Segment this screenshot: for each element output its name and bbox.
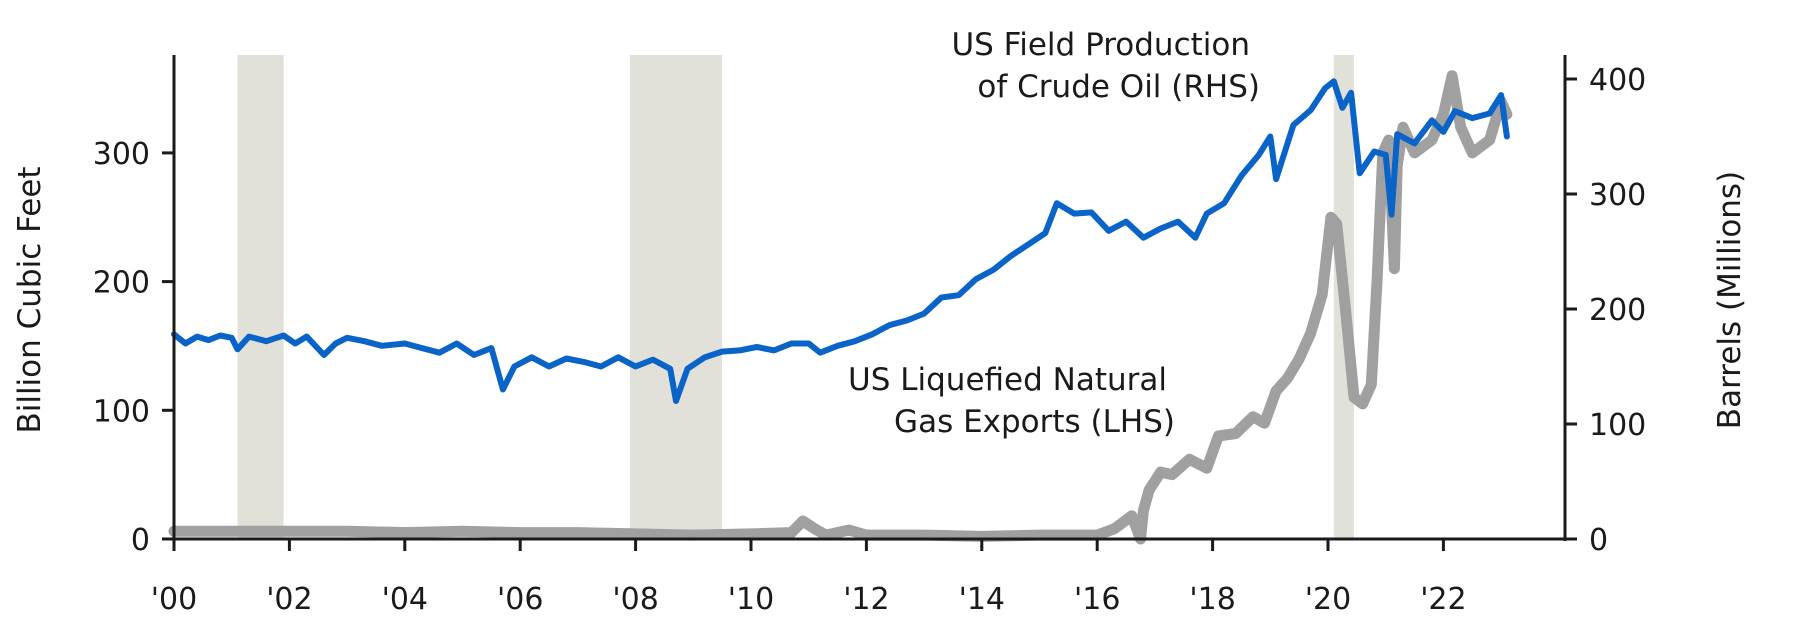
x-tick-label: '10	[728, 582, 774, 617]
y-left-tick-label: 300	[93, 137, 150, 172]
crude-annotation-line-1: US Field Production	[951, 27, 1250, 63]
recession-band	[629, 55, 723, 539]
y-left-tick-label: 0	[131, 523, 150, 558]
x-tick-label: '04	[382, 582, 428, 617]
y-axis-right-label: Barrels (Millions)	[1712, 171, 1748, 429]
series-lines	[168, 70, 1513, 545]
lng-annotation-line-1: US Liquefied Natural	[848, 362, 1167, 398]
y-right-tick-label: 0	[1589, 523, 1608, 558]
y-right-tick-label: 200	[1589, 293, 1646, 328]
y-right-tick-label: 400	[1589, 63, 1646, 98]
axes: '00 '02 '04 '06 '08 '10 '12 '14 '16 '18 '20 '22 0 100…	[93, 55, 1646, 617]
y-right-tick-label: 100	[1589, 408, 1646, 443]
x-tick-label: '18	[1189, 582, 1235, 617]
x-tick-label: '14	[959, 582, 1005, 617]
lng-annotation-line-2: Gas Exports (LHS)	[894, 404, 1175, 440]
x-tick-label: '02	[266, 582, 312, 617]
crude-annotation-line-2: of Crude Oil (RHS)	[977, 69, 1260, 105]
y-right-tick-label: 300	[1589, 178, 1646, 213]
x-tick-label: '00	[151, 582, 197, 617]
y-axis-left-label: Billion Cubic Feet	[12, 166, 48, 433]
x-tick-label: '12	[843, 582, 889, 617]
lng-series-line	[168, 70, 1513, 545]
x-tick-label: '06	[497, 582, 543, 617]
crude-series-line	[171, 78, 1510, 404]
x-tick-label: '22	[1420, 582, 1466, 617]
x-tick-label: '20	[1305, 582, 1351, 617]
x-tick-label: '16	[1074, 582, 1120, 617]
y-left-tick-label: 100	[93, 394, 150, 429]
recession-band	[237, 55, 284, 539]
x-tick-label: '08	[612, 582, 658, 617]
y-left-tick-label: 200	[93, 266, 150, 301]
